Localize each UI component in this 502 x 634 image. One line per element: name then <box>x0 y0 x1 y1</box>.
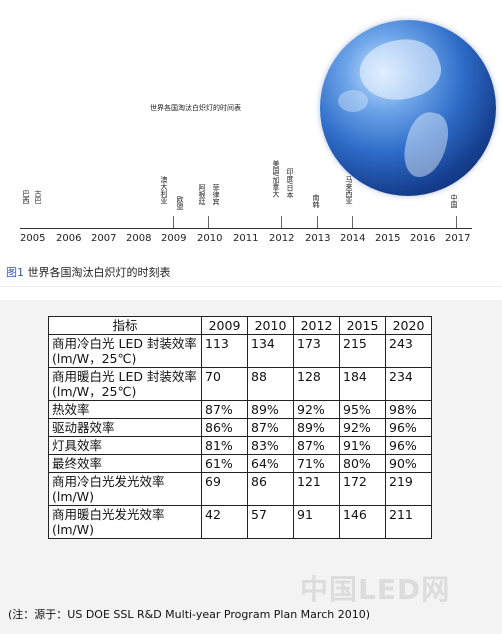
year-label: 2016 <box>410 233 436 244</box>
country-label: 阿根廷 <box>198 184 206 205</box>
table-cell: 96% <box>385 436 432 455</box>
year-label: 2013 <box>305 233 331 244</box>
table-cell: 134 <box>247 334 294 368</box>
table-cell: 128 <box>293 367 340 401</box>
year-label: 2008 <box>126 233 152 244</box>
table-cell: 88 <box>247 367 294 401</box>
table-row: 驱动器效率 86% 87% 89% 92% 96% <box>48 418 432 437</box>
table-cell: 86 <box>247 472 294 506</box>
watermark-logo: 中国LED网 <box>300 573 451 606</box>
table-cell: 商用冷白光 LED 封装效率(lm/W，25℃) <box>48 334 202 368</box>
efficiency-table: 指标 2009 2010 2012 2015 2020 商用冷白光 LED 封装… <box>48 316 432 539</box>
table-header-cell: 2010 <box>247 316 294 335</box>
year-label: 2005 <box>20 233 46 244</box>
table-row: 灯具效率 81% 83% 87% 91% 96% <box>48 436 432 455</box>
country-label: 澳大利亚 <box>160 176 168 204</box>
year-label: 2010 <box>197 233 223 244</box>
figure-inner-title: 世界各国淘汰白炽灯的时间表 <box>150 104 241 112</box>
country-label: 欧盟 <box>176 196 184 210</box>
table-cell: 61% <box>201 454 248 473</box>
table-cell: 90% <box>385 454 432 473</box>
table-cell: 146 <box>339 505 386 539</box>
table-header-row: 指标 2009 2010 2012 2015 2020 <box>48 316 432 335</box>
table-cell: 89% <box>247 400 294 419</box>
table-cell: 最终效率 <box>48 454 202 473</box>
table-cell: 219 <box>385 472 432 506</box>
country-label: 美国/加拿大 <box>272 160 280 198</box>
year-label: 2014 <box>340 233 366 244</box>
table-cell: 86% <box>201 418 248 437</box>
table-cell: 87% <box>293 436 340 455</box>
table-cell: 商用暖白光发光效率(lm/W) <box>48 505 202 539</box>
table-cell: 184 <box>339 367 386 401</box>
country-label: 印度/日本 <box>286 168 294 199</box>
year-label: 2011 <box>233 233 259 244</box>
table-cell: 92% <box>293 400 340 419</box>
table-cell: 172 <box>339 472 386 506</box>
country-label: 古巴 <box>34 190 42 204</box>
table-cell: 98% <box>385 400 432 419</box>
year-label: 2006 <box>56 233 82 244</box>
table-cell: 商用冷白光发光效率(lm/W) <box>48 472 202 506</box>
year-label: 2007 <box>91 233 117 244</box>
timeline-figure: 世界各国淘汰白炽灯的时间表 巴西 古巴 澳大利亚 欧盟 阿根廷 菲律宾 美国/加… <box>0 0 502 258</box>
country-label: 巴西 <box>22 190 30 204</box>
table-header-cell: 2015 <box>339 316 386 335</box>
table-cell: 89% <box>293 418 340 437</box>
table-cell: 91 <box>293 505 340 539</box>
table-cell: 驱动器效率 <box>48 418 202 437</box>
table-row: 最终效率 61% 64% 71% 80% 90% <box>48 454 432 473</box>
timeline-axis <box>20 228 472 229</box>
table-cell: 灯具效率 <box>48 436 202 455</box>
table-cell: 95% <box>339 400 386 419</box>
table-header-cell: 2009 <box>201 316 248 335</box>
divider <box>0 286 502 287</box>
figure-number: 图1 <box>6 266 24 279</box>
table-cell: 热效率 <box>48 400 202 419</box>
table-cell: 42 <box>201 505 248 539</box>
table-cell: 234 <box>385 367 432 401</box>
year-label: 2009 <box>161 233 187 244</box>
table-cell: 173 <box>293 334 340 368</box>
table-header-cell: 2020 <box>385 316 432 335</box>
table-cell: 64% <box>247 454 294 473</box>
globe-image <box>320 20 496 196</box>
country-label: 中国 <box>450 194 458 208</box>
table-cell: 81% <box>201 436 248 455</box>
table-row: 商用冷白光发光效率(lm/W) 69 86 121 172 219 <box>48 472 432 506</box>
table-cell: 87% <box>247 418 294 437</box>
table-cell: 商用暖白光 LED 封装效率(lm/W，25℃) <box>48 367 202 401</box>
table-cell: 211 <box>385 505 432 539</box>
table-cell: 215 <box>339 334 386 368</box>
table-row: 商用暖白光 LED 封装效率(lm/W，25℃) 70 88 128 184 2… <box>48 367 432 401</box>
figure-caption-text: 世界各国淘汰白炽灯的时刻表 <box>27 266 171 279</box>
table-cell: 92% <box>339 418 386 437</box>
table-cell: 69 <box>201 472 248 506</box>
table-cell: 83% <box>247 436 294 455</box>
table-row: 商用冷白光 LED 封装效率(lm/W，25℃) 113 134 173 215… <box>48 334 432 368</box>
table-cell: 57 <box>247 505 294 539</box>
table-header-cell: 指标 <box>48 316 202 335</box>
table-row: 热效率 87% 89% 92% 95% 98% <box>48 400 432 419</box>
year-label: 2015 <box>375 233 401 244</box>
table-cell: 243 <box>385 334 432 368</box>
table-cell: 91% <box>339 436 386 455</box>
figure-caption: 图1 世界各国淘汰白炽灯的时刻表 <box>6 264 171 280</box>
source-note: (注：源于：US DOE SSL R&D Multi-year Program … <box>8 608 370 621</box>
country-label: 菲律宾 <box>212 184 220 205</box>
table-cell: 96% <box>385 418 432 437</box>
table-cell: 80% <box>339 454 386 473</box>
country-label: 马来西亚 <box>345 176 353 204</box>
table-cell: 71% <box>293 454 340 473</box>
table-cell: 113 <box>201 334 248 368</box>
year-label: 2012 <box>269 233 295 244</box>
table-row: 商用暖白光发光效率(lm/W) 42 57 91 146 211 <box>48 505 432 539</box>
table-header-cell: 2012 <box>293 316 340 335</box>
table-cell: 87% <box>201 400 248 419</box>
table-cell: 70 <box>201 367 248 401</box>
country-label: 南韩 <box>312 194 320 208</box>
table-cell: 121 <box>293 472 340 506</box>
year-label: 2017 <box>445 233 471 244</box>
